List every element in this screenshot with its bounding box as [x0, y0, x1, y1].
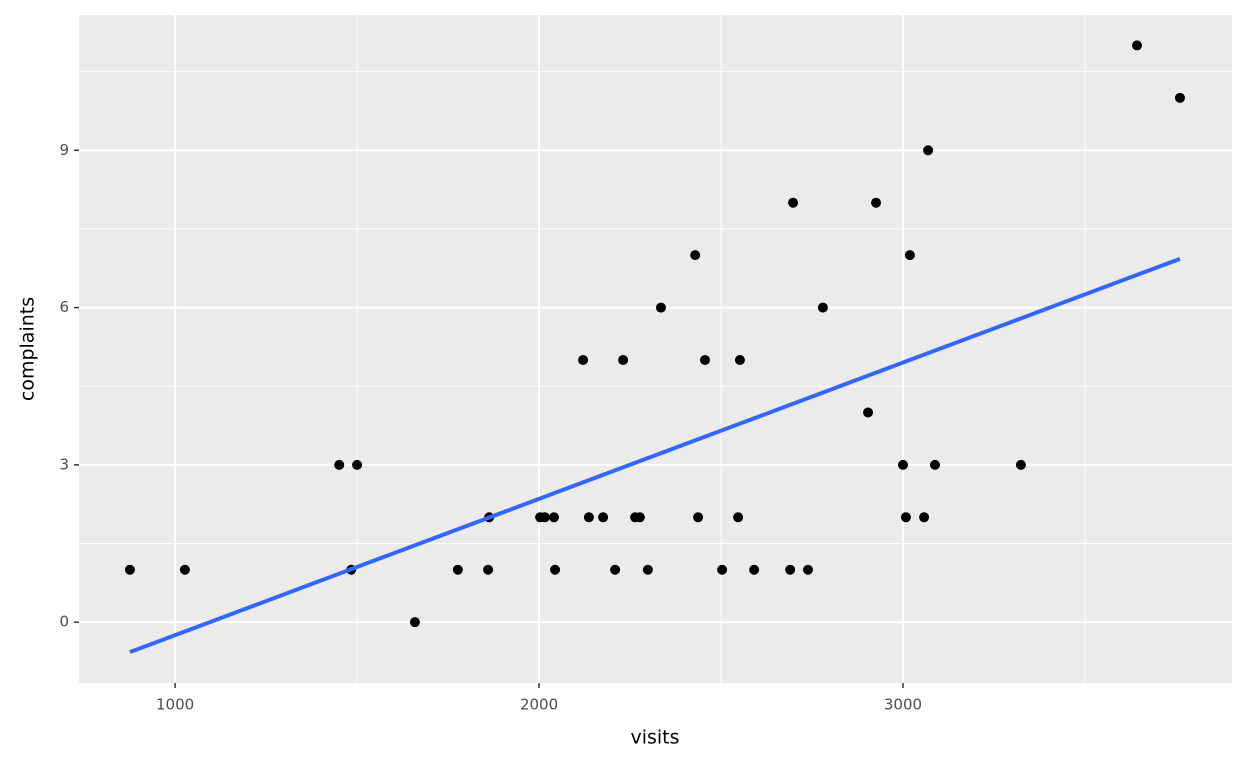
point: [578, 355, 589, 366]
y-tick-label: 3: [59, 455, 69, 473]
point: [871, 197, 882, 208]
point: [409, 617, 420, 628]
point: [904, 250, 915, 261]
point: [1015, 459, 1026, 470]
x-tick-label: 3000: [884, 696, 922, 714]
point: [788, 197, 799, 208]
point: [734, 355, 745, 366]
x-tick-label: 1000: [156, 696, 194, 714]
point: [817, 302, 828, 313]
point: [452, 564, 463, 575]
point: [583, 512, 594, 523]
point: [618, 355, 629, 366]
point: [863, 407, 874, 418]
point: [352, 459, 363, 470]
point: [179, 564, 190, 575]
point: [690, 250, 701, 261]
point: [642, 564, 653, 575]
point: [749, 564, 760, 575]
point: [897, 459, 908, 470]
point: [1174, 92, 1185, 103]
y-tick-label: 9: [59, 141, 69, 159]
point: [610, 564, 621, 575]
x-tick-label: 2000: [520, 696, 558, 714]
point: [334, 459, 345, 470]
point: [550, 564, 561, 575]
point: [717, 564, 728, 575]
point: [483, 564, 494, 575]
point: [699, 355, 710, 366]
point: [919, 512, 930, 523]
point: [598, 512, 609, 523]
point: [785, 564, 796, 575]
point: [539, 512, 550, 523]
point: [733, 512, 744, 523]
y-axis-title: complaints: [17, 297, 39, 401]
fit-line: [129, 256, 1181, 654]
point: [548, 512, 559, 523]
point: [655, 302, 666, 313]
point: [1132, 40, 1143, 51]
y-tick-label: 6: [59, 298, 69, 316]
point: [693, 512, 704, 523]
point: [900, 512, 911, 523]
panel: [79, 15, 1232, 683]
point: [124, 564, 135, 575]
x-axis-title: visits: [630, 727, 679, 749]
y-tick-label: 0: [59, 613, 69, 631]
point: [802, 564, 813, 575]
point: [923, 145, 934, 156]
point: [634, 512, 645, 523]
point: [930, 459, 941, 470]
